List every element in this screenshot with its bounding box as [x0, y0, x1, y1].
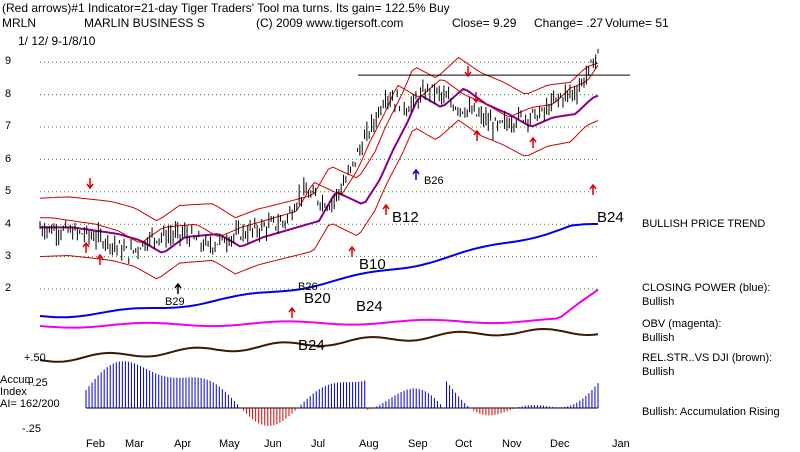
up-arrow [288, 306, 296, 318]
signal-label: B26 [298, 281, 318, 293]
down-arrow [464, 66, 472, 78]
down-arrow [472, 92, 480, 104]
moving-average [40, 87, 599, 254]
relstr-line [39, 327, 599, 363]
up-arrow [174, 282, 182, 294]
signal-label: B20 [304, 290, 331, 307]
x-tick: Nov [502, 438, 522, 450]
closing-power-line [39, 223, 598, 319]
accum-ai: AI= 162/200 [0, 398, 60, 410]
y-tick: 2 [5, 282, 12, 294]
closing-power-status: Bullish [642, 296, 675, 308]
x-tick: Mar [125, 438, 144, 450]
x-tick: Apr [174, 438, 192, 450]
signal-label: B29 [165, 296, 185, 308]
accum-tick: +.25 [26, 377, 48, 389]
signal-label: B12 [392, 209, 419, 226]
up-arrow [529, 136, 537, 148]
lower-band [39, 119, 599, 280]
relstr-status: Bullish [642, 366, 675, 378]
accum-status: Bullish: Accumulation Rising [642, 406, 780, 418]
x-tick: May [219, 438, 240, 450]
price-bands [39, 56, 630, 280]
up-arrow [412, 168, 420, 180]
indicator-lines [39, 223, 599, 363]
x-tick: Feb [86, 438, 105, 450]
relstr-title: REL.STR..VS DJI (brown): [642, 352, 773, 364]
signal-label: B24 [298, 337, 325, 354]
x-tick: Sep [408, 438, 428, 450]
indicator-summary: (Red arrows)#1 Indicator=21-day Tiger Tr… [2, 1, 450, 15]
upper-band [39, 56, 599, 222]
y-tick: 6 [5, 153, 12, 165]
change-value: Change= .27 [534, 16, 604, 30]
closing-power-title: CLOSING POWER (blue): [642, 282, 771, 294]
x-tick: Jan [612, 438, 630, 450]
signal-label: B10 [359, 256, 386, 273]
accum-tick: -.25 [22, 423, 41, 435]
y-tick: 3 [5, 250, 12, 262]
accum-title: Accum [0, 374, 34, 386]
up-arrow [348, 245, 356, 257]
y-tick: 5 [5, 185, 12, 197]
ticker-symbol: MRLN [2, 16, 37, 30]
signal-label: B24 [597, 209, 624, 226]
obv-status: Bullish [642, 332, 675, 344]
obv-title: OBV (magenta): [642, 318, 722, 330]
x-tick: Jul [311, 438, 326, 450]
up-arrow [382, 203, 390, 215]
x-tick: Dec [550, 438, 570, 450]
signal-label: B26 [424, 175, 444, 187]
up-arrow [473, 129, 481, 141]
price-bars [39, 48, 599, 264]
accum-histogram [85, 361, 599, 426]
up-arrow [589, 183, 597, 195]
short-ma [40, 65, 599, 243]
y-tick: 7 [5, 120, 12, 132]
y-tick: 8 [5, 88, 12, 100]
date-range: 1/ 12/ 9-1/8/10 [18, 34, 96, 48]
x-tick: Oct [455, 438, 473, 450]
signal-arrows [82, 66, 597, 318]
accum-tick: +.50 [24, 352, 46, 364]
trend-label: BULLISH PRICE TREND [642, 218, 766, 230]
up-arrow [82, 241, 90, 253]
x-tick: Jun [264, 438, 282, 450]
y-tick: 4 [5, 218, 12, 230]
price-gridlines [40, 61, 598, 290]
copyright: (C) 2009 www.tigersoft.com [256, 16, 404, 30]
close-value: Close= 9.29 [452, 16, 517, 30]
volume-value: Volume= 51 [605, 16, 669, 30]
company-name: MARLIN BUSINESS S [84, 16, 205, 30]
obv-line [39, 288, 599, 329]
y-tick: 9 [5, 55, 12, 67]
down-arrow [86, 178, 94, 190]
up-arrow [96, 253, 104, 265]
signal-label: B24 [356, 298, 383, 315]
x-tick: Aug [359, 438, 379, 450]
accum-subtitle: Index [0, 386, 27, 398]
